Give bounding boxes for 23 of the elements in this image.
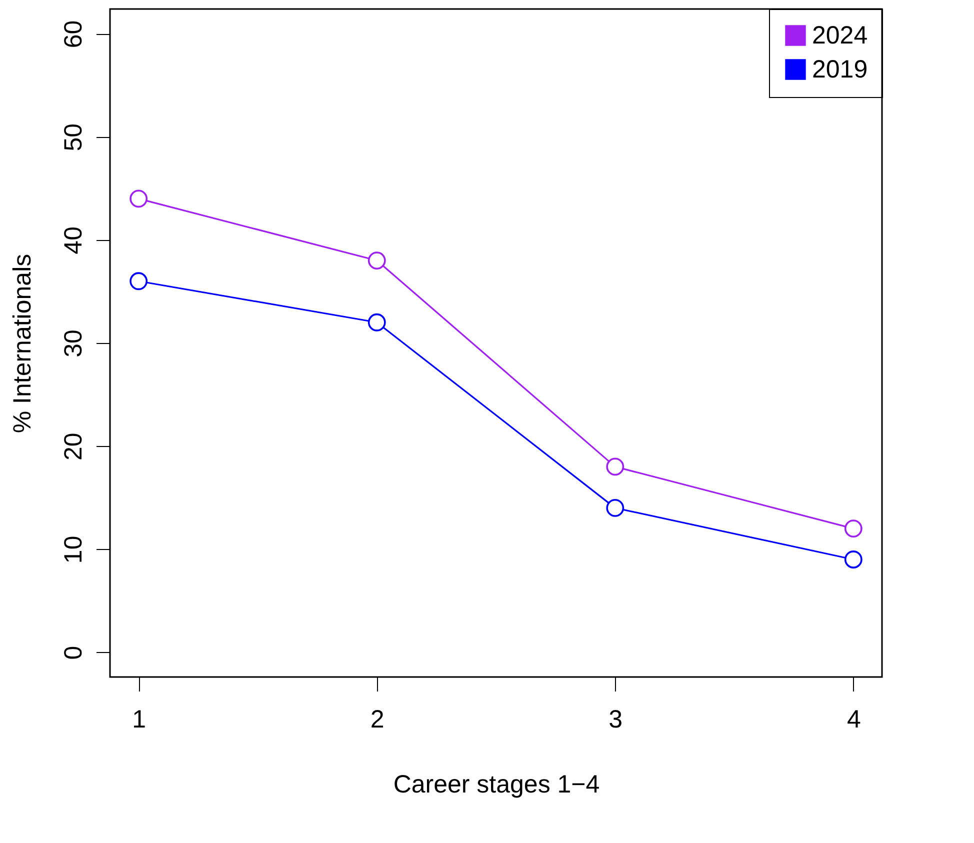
point <box>368 252 386 270</box>
point <box>606 498 624 517</box>
x-tick-label: 3 <box>608 706 623 734</box>
x-tick-label: 1 <box>132 706 146 734</box>
x-tick-label: 4 <box>846 706 861 734</box>
point <box>844 520 862 538</box>
y-tick-label: 60 <box>60 20 88 48</box>
point <box>368 313 386 332</box>
point <box>844 550 862 568</box>
y-tick-label: 10 <box>60 536 88 564</box>
y-tick-label: 50 <box>60 123 88 152</box>
point <box>130 190 148 208</box>
point <box>606 458 624 476</box>
y-tick-label: 20 <box>60 432 88 460</box>
legend-label: 2019 <box>812 56 868 84</box>
y-tick-label: 30 <box>60 330 88 358</box>
legend-label: 2024 <box>812 22 868 50</box>
x-tick-label: 2 <box>370 706 384 734</box>
y-tick-label: 40 <box>60 226 88 254</box>
y-axis-title: % Internationals <box>8 254 36 434</box>
y-tick-label: 0 <box>60 646 88 660</box>
x-axis-title: Career stages 1−4 <box>393 770 600 798</box>
point <box>130 272 148 290</box>
